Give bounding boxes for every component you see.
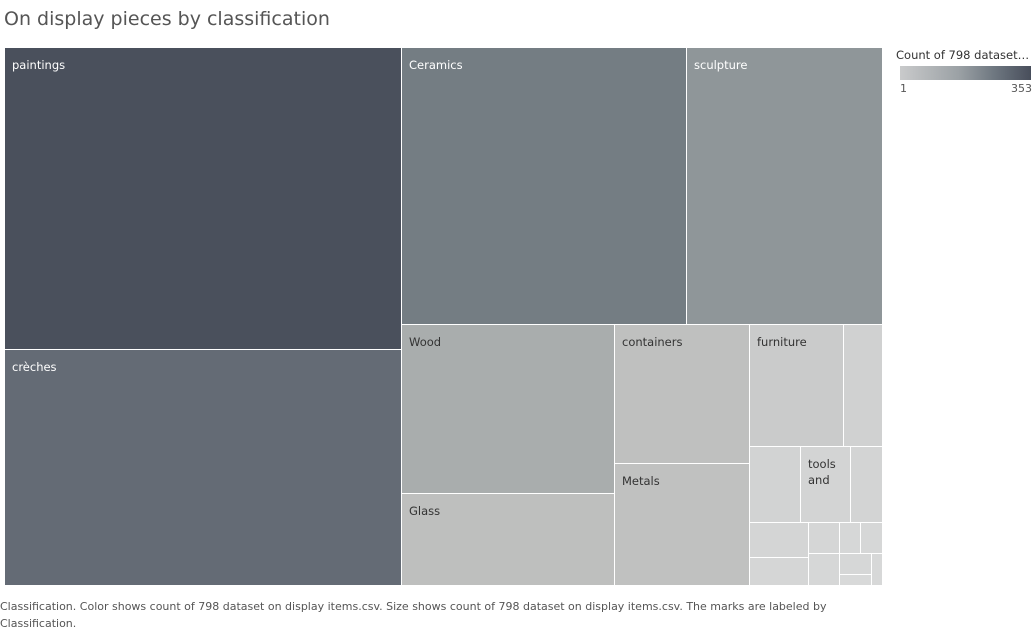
legend-title[interactable]: Count of 798 dataset o.. — [896, 48, 1032, 62]
treemap-cell-unlabeled-17[interactable] — [750, 558, 809, 586]
treemap-cell-label: Wood — [409, 335, 442, 349]
treemap-cell-unlabeled-21[interactable] — [840, 575, 872, 586]
treemap-cell-label: containers — [622, 335, 683, 349]
treemap-cell-unlabeled-18[interactable] — [809, 554, 840, 586]
legend-ticks: 1 353 — [896, 82, 1034, 98]
treemap-cell-tools-and[interactable]: tools and — [801, 447, 851, 523]
treemap-cell-label: sculpture — [694, 58, 748, 72]
treemap-cell-unlabeled-13[interactable] — [750, 523, 809, 558]
legend-min-label: 1 — [900, 82, 907, 95]
treemap-cell-ceramics[interactable]: Ceramics — [402, 48, 687, 325]
treemap-cell-label: Ceramics — [409, 58, 463, 72]
treemap-cell-containers[interactable]: containers — [615, 325, 750, 464]
legend-color-ramp — [900, 66, 1031, 80]
treemap-cell-unlabeled-20[interactable] — [872, 554, 883, 586]
legend-max-label: 353 — [1011, 82, 1032, 95]
treemap-cell-label: furniture — [757, 335, 807, 349]
treemap-cell-unlabeled-19[interactable] — [840, 554, 872, 575]
treemap-cell-wood[interactable]: Wood — [402, 325, 615, 494]
chart-caption: Classification. Color shows count of 798… — [0, 600, 827, 630]
treemap-cell-paintings[interactable]: paintings — [5, 48, 402, 350]
treemap: paintings crèches Ceramics sculpture Wood Gla… — [5, 48, 883, 586]
treemap-cell-label: crèches — [12, 360, 57, 374]
color-legend: Count of 798 dataset o.. 1 353 — [896, 48, 1034, 98]
chart-title: On display pieces by classification — [4, 8, 330, 30]
treemap-cell-label: Metals — [622, 474, 660, 488]
treemap-cell-unlabeled-15[interactable] — [840, 523, 861, 554]
treemap-cell-unlabeled-9[interactable] — [844, 325, 883, 447]
treemap-cell-sculpture[interactable]: sculpture — [687, 48, 883, 325]
treemap-cell-metals[interactable]: Metals — [615, 464, 750, 586]
treemap-cell-unlabeled-12[interactable] — [851, 447, 883, 523]
treemap-cell-label: tools and — [808, 457, 836, 487]
treemap-cell-label: Glass — [409, 504, 441, 518]
treemap-cell-unlabeled-16[interactable] — [861, 523, 883, 554]
treemap-cell-label: paintings — [12, 58, 66, 72]
treemap-cell-unlabeled-14[interactable] — [809, 523, 840, 554]
treemap-cell-glass[interactable]: Glass — [402, 494, 615, 586]
treemap-cell-unlabeled-10[interactable] — [750, 447, 801, 523]
treemap-cell-cr-ches[interactable]: crèches — [5, 350, 402, 586]
treemap-cell-furniture[interactable]: furniture — [750, 325, 844, 447]
